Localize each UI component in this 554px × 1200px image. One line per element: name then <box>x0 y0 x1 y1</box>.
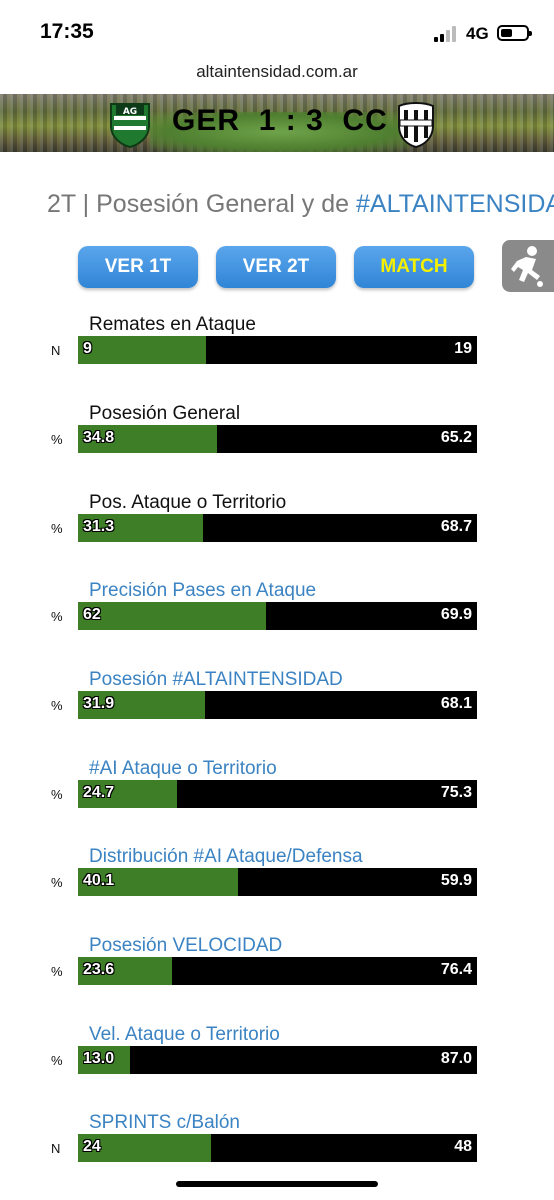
metric-unit: N <box>51 1141 61 1156</box>
metric-bar: 9 19 <box>78 336 477 364</box>
away-value: 76.4 <box>440 961 472 978</box>
metric-label[interactable]: Vel. Ataque o Territorio <box>89 1024 280 1045</box>
home-bar-fill <box>78 691 206 719</box>
metric-bar: 40.1 59.9 <box>78 868 477 896</box>
battery-icon <box>497 25 532 41</box>
home-score: 1 <box>258 104 277 137</box>
status-bar: 17:35 4G <box>0 0 554 60</box>
page-title: 2T | Posesión General y de #ALTAINTENSID… <box>47 190 554 219</box>
metric-bar: 13.0 87.0 <box>78 1046 477 1074</box>
metric-unit: % <box>51 432 63 447</box>
away-value: 48 <box>454 1138 472 1155</box>
metric-unit: N <box>51 343 61 358</box>
metric-bar: 24 48 <box>78 1134 477 1162</box>
metric-bar: 62 69.9 <box>78 602 477 630</box>
away-value: 59.9 <box>440 872 472 889</box>
home-bar-fill <box>78 780 177 808</box>
page-title-hashtag[interactable]: #ALTAINTENSIDAD <box>355 190 554 218</box>
network-type: 4G <box>466 24 489 43</box>
signal-icon <box>434 26 460 42</box>
home-bar-fill <box>78 336 207 364</box>
metric-label[interactable]: Precisión Pases en Ataque <box>89 580 317 601</box>
metric-bar: 34.8 65.2 <box>78 425 477 453</box>
home-value: 34.8 <box>83 429 115 446</box>
home-value: 23.6 <box>83 961 115 978</box>
metric-label: Remates en Ataque <box>89 314 256 335</box>
address-bar[interactable]: altaintensidad.com.ar <box>196 62 358 81</box>
home-value: 9 <box>83 340 92 357</box>
home-bar-fill <box>78 602 266 630</box>
metric-label[interactable]: Posesión VELOCIDAD <box>89 935 283 956</box>
metric-unit: % <box>51 964 63 979</box>
home-value: 62 <box>83 606 101 623</box>
away-value: 68.7 <box>440 518 472 535</box>
metric-label: Posesión General <box>89 403 241 424</box>
home-value: 40.1 <box>83 872 115 889</box>
svg-text:AG: AG <box>123 107 137 117</box>
match-button[interactable]: MATCH <box>354 246 474 288</box>
away-team-name: CC <box>342 104 388 137</box>
away-value: 65.2 <box>440 429 472 446</box>
metric-unit: % <box>51 1053 63 1068</box>
metric-unit: % <box>51 521 63 536</box>
view-first-half-button[interactable]: VER 1T <box>78 246 198 288</box>
page-title-prefix: 2T | Posesión General y de <box>47 190 356 218</box>
home-bar-fill <box>78 1134 211 1162</box>
away-value: 69.9 <box>440 606 472 623</box>
metric-unit: % <box>51 609 63 624</box>
away-value: 68.1 <box>440 695 472 712</box>
metric-bar: 31.9 68.1 <box>78 691 477 719</box>
metric-label[interactable]: SPRINTS c/Balón <box>89 1112 240 1133</box>
home-value: 24.7 <box>83 784 115 801</box>
home-indicator[interactable] <box>176 1181 378 1187</box>
home-bar-fill <box>78 514 203 542</box>
metric-label: Pos. Ataque o Territorio <box>89 492 287 513</box>
score-separator: : <box>285 104 297 137</box>
metric-label[interactable]: #AI Ataque o Territorio <box>89 758 277 779</box>
home-bar-fill <box>78 868 238 896</box>
home-bar-fill <box>78 957 173 985</box>
away-value: 19 <box>454 340 472 357</box>
home-team-name: GER <box>172 104 241 137</box>
metric-label[interactable]: Distribución #AI Ataque/Defensa <box>89 846 363 867</box>
home-team-crest-icon: AG <box>108 100 152 149</box>
metric-bar: 23.6 76.4 <box>78 957 477 985</box>
away-team-crest-icon <box>396 100 436 149</box>
home-bar-fill <box>78 425 217 453</box>
player-running-icon[interactable] <box>502 240 554 292</box>
home-value: 31.3 <box>83 518 115 535</box>
home-value: 31.9 <box>83 695 115 712</box>
home-value: 24 <box>83 1138 101 1155</box>
metric-unit: % <box>51 787 63 802</box>
view-second-half-button[interactable]: VER 2T <box>216 246 336 288</box>
scoreboard: GER 1 : 3 CC <box>172 104 388 138</box>
home-bar-fill <box>78 1046 130 1074</box>
away-value: 75.3 <box>440 784 472 801</box>
scoreboard-banner <box>0 94 554 152</box>
away-score: 3 <box>306 104 324 137</box>
away-value: 87.0 <box>440 1050 472 1067</box>
metric-unit: % <box>51 698 63 713</box>
home-value: 13.0 <box>83 1050 115 1067</box>
metric-bar: 31.3 68.7 <box>78 514 477 542</box>
metric-label[interactable]: Posesión #ALTAINTENSIDAD <box>89 669 343 690</box>
metric-bar: 24.7 75.3 <box>78 780 477 808</box>
metric-unit: % <box>51 875 63 890</box>
status-time: 17:35 <box>40 20 94 43</box>
